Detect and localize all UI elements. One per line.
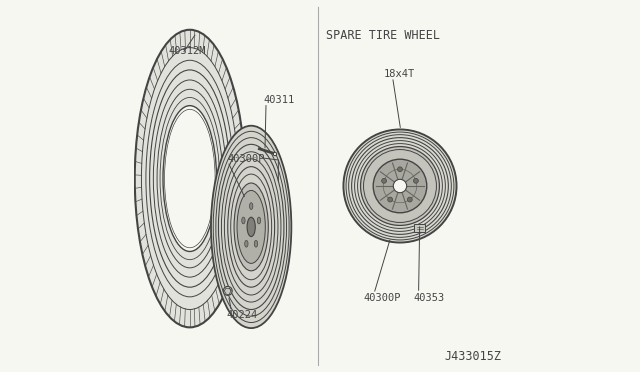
Bar [415, 224, 425, 232]
Text: 40353: 40353 [413, 294, 445, 303]
Text: J433015Z: J433015Z [445, 350, 502, 363]
Ellipse shape [273, 153, 276, 156]
Ellipse shape [163, 106, 216, 251]
Text: 40300P: 40300P [228, 154, 265, 164]
Ellipse shape [135, 30, 245, 327]
Ellipse shape [237, 190, 266, 263]
Text: 40224: 40224 [227, 311, 257, 320]
Text: 40311: 40311 [264, 96, 294, 105]
Text: 18x4T: 18x4T [384, 70, 415, 79]
Ellipse shape [211, 126, 291, 328]
Ellipse shape [360, 147, 440, 225]
Text: SPARE TIRE WHEEL: SPARE TIRE WHEEL [326, 29, 440, 42]
Ellipse shape [242, 217, 245, 224]
Ellipse shape [413, 179, 419, 183]
Ellipse shape [247, 217, 255, 237]
Ellipse shape [344, 129, 456, 243]
Ellipse shape [234, 183, 268, 271]
Ellipse shape [373, 159, 427, 213]
Text: 40312M: 40312M [168, 46, 206, 56]
Ellipse shape [223, 286, 232, 295]
Ellipse shape [381, 179, 387, 183]
Ellipse shape [250, 203, 253, 209]
Ellipse shape [254, 240, 258, 247]
Ellipse shape [394, 179, 406, 193]
Text: 40300P: 40300P [364, 294, 401, 303]
Ellipse shape [257, 217, 260, 224]
Ellipse shape [388, 197, 392, 202]
Ellipse shape [397, 167, 403, 172]
Ellipse shape [408, 197, 412, 202]
Ellipse shape [244, 240, 248, 247]
